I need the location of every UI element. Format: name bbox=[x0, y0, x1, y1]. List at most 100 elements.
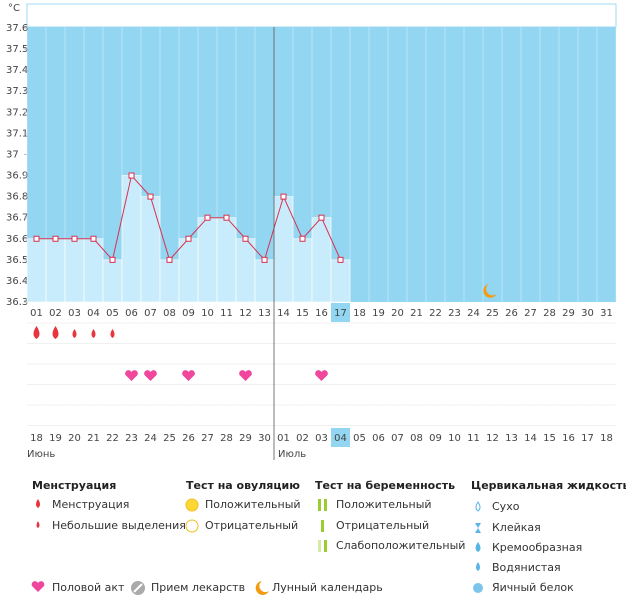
date-label: 08 bbox=[410, 433, 423, 444]
date-label: 26 bbox=[182, 433, 195, 444]
icon bbox=[185, 498, 199, 512]
date-label: 01 bbox=[277, 433, 290, 444]
legend-item: Половой акт bbox=[52, 581, 125, 594]
point bbox=[337, 256, 344, 263]
date-label: 06 bbox=[372, 433, 385, 444]
date-label: 27 bbox=[201, 433, 214, 444]
bar bbox=[235, 238, 256, 303]
point bbox=[52, 235, 59, 242]
point bbox=[280, 193, 287, 200]
day-label: 28 bbox=[543, 308, 556, 319]
bar bbox=[292, 238, 313, 303]
y-tick-label: 36.4 bbox=[6, 276, 28, 287]
day-label: 25 bbox=[486, 308, 499, 319]
date-label: 18 bbox=[600, 433, 613, 444]
day-label: 29 bbox=[562, 308, 575, 319]
day-label: 19 bbox=[372, 308, 385, 319]
intercourse bbox=[239, 370, 252, 381]
date-label: 04 bbox=[334, 433, 347, 444]
y-tick-label: 36.5 bbox=[6, 255, 28, 266]
point bbox=[90, 235, 97, 242]
day-label: 24 bbox=[467, 308, 480, 319]
legend-item: Сухо bbox=[492, 500, 520, 513]
icon bbox=[36, 521, 40, 528]
date-label: 18 bbox=[30, 433, 43, 444]
today-box bbox=[331, 303, 350, 322]
point bbox=[71, 235, 78, 242]
day-label: 18 bbox=[353, 308, 366, 319]
day-label: 14 bbox=[277, 308, 290, 319]
legend: Менструация Менструация Небольшие выделе… bbox=[31, 479, 626, 595]
point bbox=[223, 214, 230, 221]
intercourse bbox=[144, 370, 157, 381]
icon bbox=[475, 542, 481, 552]
y-tick-label: 37.4 bbox=[6, 65, 28, 76]
day-label: 05 bbox=[106, 308, 119, 319]
date-label: 03 bbox=[315, 433, 328, 444]
icon bbox=[324, 499, 327, 511]
date-label: 11 bbox=[467, 433, 480, 444]
point bbox=[128, 172, 135, 179]
date-label: 02 bbox=[296, 433, 309, 444]
date-label: 16 bbox=[562, 433, 575, 444]
y-tick-label: 37 bbox=[6, 149, 19, 160]
menstruation bbox=[91, 329, 96, 338]
day-label: 13 bbox=[258, 308, 271, 319]
date-label: 28 bbox=[220, 433, 233, 444]
day-label: 23 bbox=[448, 308, 461, 319]
plot-header bbox=[26, 3, 617, 28]
point bbox=[33, 235, 40, 242]
y-tick-label: 37.3 bbox=[6, 86, 28, 97]
icon bbox=[324, 540, 327, 552]
intercourse bbox=[182, 370, 195, 381]
legend-item: Слабоположительный bbox=[336, 539, 465, 552]
date-label: 13 bbox=[505, 433, 518, 444]
y-tick-label: 37.2 bbox=[6, 107, 28, 118]
intercourse bbox=[315, 370, 328, 381]
date-label: 07 bbox=[391, 433, 404, 444]
date-label: 17 bbox=[581, 433, 594, 444]
moon bbox=[483, 284, 497, 298]
legend-item: Небольшие выделения bbox=[52, 519, 186, 532]
day-label: 10 bbox=[201, 308, 214, 319]
point bbox=[242, 235, 249, 242]
bar bbox=[121, 175, 142, 303]
day-label: 31 bbox=[600, 308, 613, 319]
legend-title: Тест на овуляцию bbox=[186, 479, 300, 492]
legend-item: Водянистая bbox=[492, 561, 561, 574]
bar bbox=[83, 238, 104, 303]
date-label: 22 bbox=[106, 433, 119, 444]
bar bbox=[64, 238, 85, 303]
y-tick-label: 36.6 bbox=[6, 234, 28, 245]
icon bbox=[476, 562, 480, 571]
day-label: 20 bbox=[391, 308, 404, 319]
bar bbox=[216, 217, 237, 303]
icon bbox=[473, 583, 483, 593]
bar bbox=[254, 259, 275, 303]
icon bbox=[133, 583, 143, 593]
date-label: 15 bbox=[543, 433, 556, 444]
legend-item: Кремообразная bbox=[492, 541, 582, 554]
legend-title: Цервикальная жидкость bbox=[471, 479, 626, 492]
y-tick-label: 37.6 bbox=[6, 23, 28, 34]
legend-item: Клейкая bbox=[492, 521, 541, 534]
point bbox=[204, 214, 211, 221]
y-tick-label: 37.1 bbox=[6, 128, 28, 139]
unit: °C bbox=[8, 3, 20, 14]
date-label: 23 bbox=[125, 433, 138, 444]
legend-item: Отрицательный bbox=[205, 519, 298, 532]
day-label: 07 bbox=[144, 308, 157, 319]
bar bbox=[197, 217, 218, 303]
icon bbox=[31, 581, 45, 592]
menstruation bbox=[52, 326, 59, 339]
icon bbox=[36, 499, 40, 508]
point bbox=[299, 235, 306, 242]
day-label: 17 bbox=[334, 308, 347, 319]
day-label: 02 bbox=[49, 308, 62, 319]
y-tick-label: 36.8 bbox=[6, 192, 28, 203]
day-label: 03 bbox=[68, 308, 81, 319]
point bbox=[166, 256, 173, 263]
bar bbox=[140, 196, 161, 303]
icon bbox=[475, 501, 481, 512]
